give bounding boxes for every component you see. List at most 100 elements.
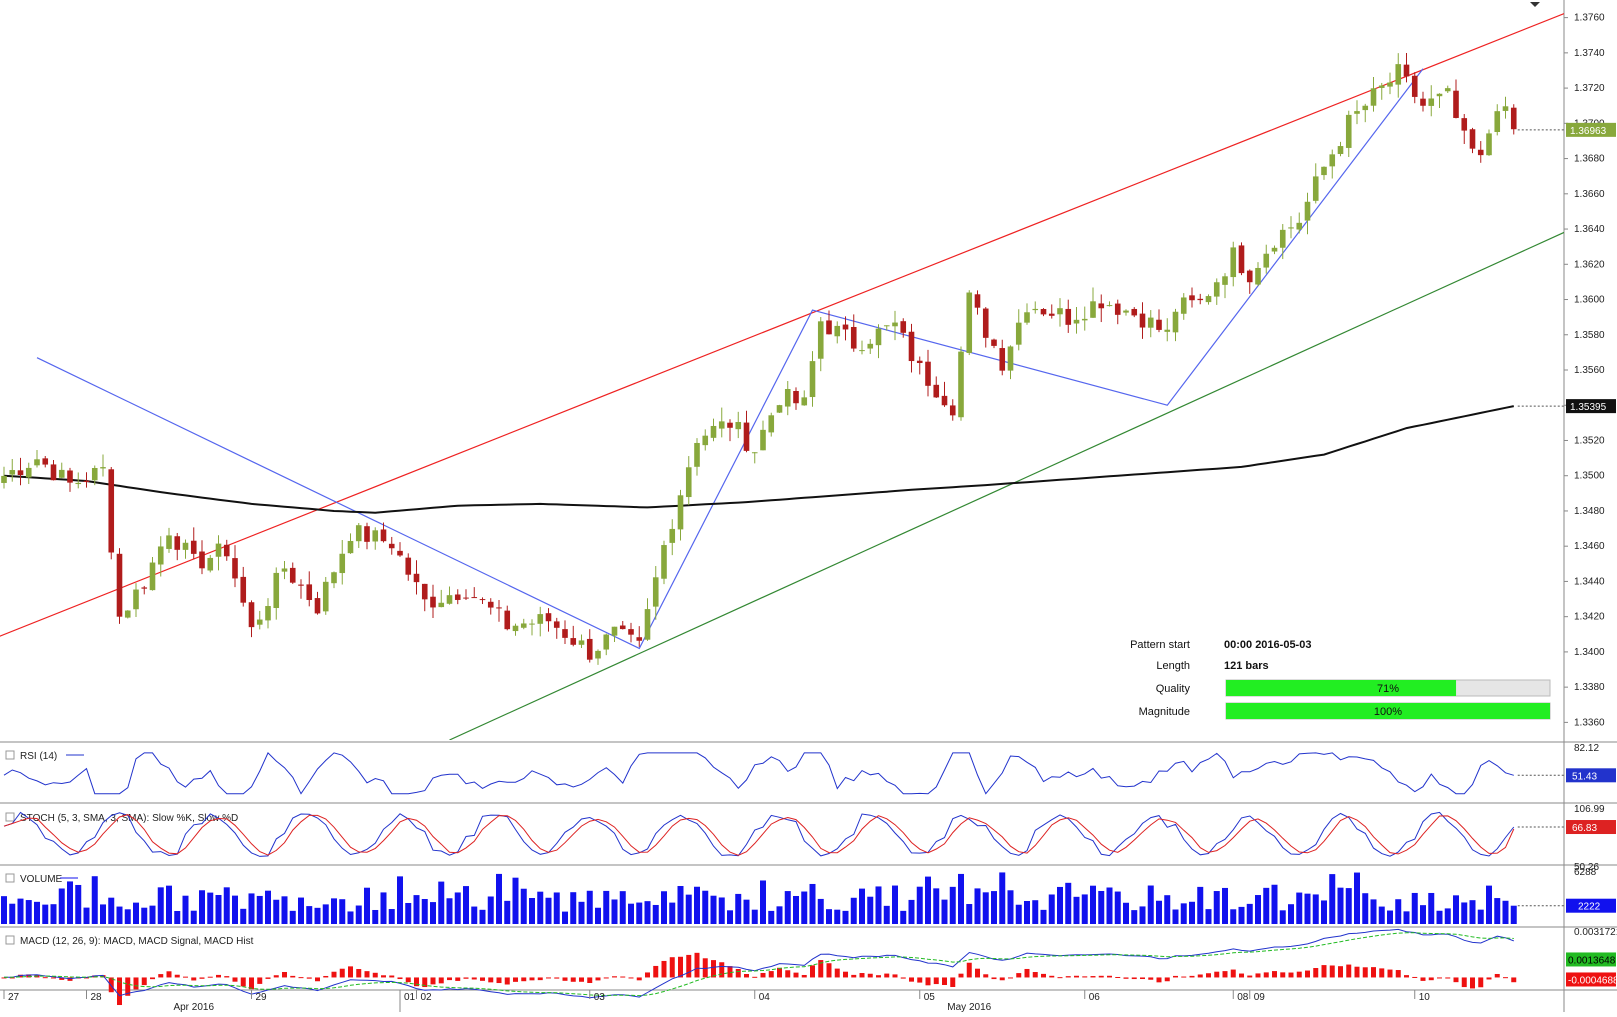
time-tick-label: 06 — [1089, 992, 1101, 1003]
macd-hist-bar — [43, 977, 48, 978]
macd-hist-bar — [1058, 977, 1063, 978]
volume-bar — [447, 898, 453, 924]
volume-bar — [975, 888, 981, 924]
candle-body — [463, 598, 469, 599]
candle-body — [636, 637, 642, 641]
magnitude-value: 100% — [1374, 706, 1402, 718]
time-tick-label: 27 — [8, 992, 20, 1003]
volume-bar — [59, 888, 65, 924]
volume-bar — [777, 906, 783, 924]
candle-body — [1470, 129, 1476, 148]
volume-bar — [1321, 900, 1327, 924]
volume-bar — [587, 891, 593, 924]
price-tick-label: 1.3420 — [1574, 612, 1605, 623]
volume-bar — [834, 910, 840, 924]
volume-bar — [867, 897, 873, 924]
candle-body — [933, 385, 939, 398]
volume-bar — [1329, 874, 1335, 924]
volume-bar — [785, 891, 791, 924]
price-tick-label: 1.3520 — [1574, 435, 1605, 446]
candle-body — [909, 332, 915, 361]
candle-body — [1024, 312, 1030, 322]
volume-bar — [298, 898, 304, 924]
candle — [323, 577, 329, 615]
rsi-title: RSI (14) — [20, 751, 57, 762]
macd-hist-bar — [926, 977, 931, 985]
candle-body — [488, 602, 494, 608]
candle-body — [777, 405, 783, 413]
candle-body — [1098, 303, 1104, 308]
macd-hist-bar — [653, 966, 658, 978]
macd-hist-bar — [620, 977, 625, 978]
macd-hist-bar — [373, 973, 378, 978]
volume-bar — [422, 899, 428, 924]
volume-bar — [51, 904, 57, 924]
volume-bar — [537, 892, 543, 924]
candle-body — [1206, 296, 1212, 302]
candle-body — [1305, 202, 1311, 221]
macd-hist-bar — [695, 953, 700, 978]
macd-hist-bar — [950, 977, 955, 987]
price-tick-label: 1.3640 — [1574, 224, 1605, 235]
macd-hist-bar — [464, 977, 469, 978]
volume-bar — [958, 874, 964, 924]
macd-hist-bar — [1462, 977, 1467, 987]
macd-hist-bar — [992, 977, 997, 979]
macd-hist-bar — [827, 963, 832, 977]
volume-bar — [719, 897, 725, 924]
candle-body — [84, 481, 90, 482]
volume-bar — [397, 876, 403, 924]
macd-hist-bar — [728, 966, 733, 977]
macd-hist-bar — [587, 977, 592, 983]
volume-bar — [892, 886, 898, 924]
volume-bar — [1148, 886, 1154, 924]
candle-body — [298, 585, 304, 586]
macd-hist-bar — [546, 977, 551, 978]
macd-hist-bar — [315, 977, 320, 981]
macd-hist-bar — [488, 977, 493, 982]
macd-hist-bar — [1346, 965, 1351, 978]
macd-hist-bar — [975, 969, 980, 978]
macd-hist-bar — [777, 968, 782, 978]
macd-hist-bar — [1148, 977, 1153, 979]
candle-body — [92, 468, 98, 480]
macd-hist-bar — [1033, 972, 1038, 977]
volume-bar — [389, 909, 395, 924]
stoch-last-label: 66.83 — [1572, 823, 1597, 834]
volume-bar — [1123, 903, 1129, 924]
macd-hist-bar — [1445, 977, 1450, 978]
macd-hist-bar — [794, 973, 799, 978]
candle-body — [1511, 108, 1517, 130]
macd-hist-bar — [1396, 970, 1401, 977]
volume-bar — [1098, 891, 1104, 924]
candle-body — [587, 639, 593, 660]
volume-bar — [983, 892, 989, 924]
price-tick-label: 1.3680 — [1574, 154, 1605, 165]
macd-hist-bar — [191, 977, 196, 980]
macd-hist-bar — [1247, 976, 1252, 978]
macd-hist-bar — [241, 977, 246, 986]
macd-hist-bar — [1388, 970, 1393, 978]
macd-hist-bar — [909, 977, 914, 981]
macd-hist-bar — [505, 977, 510, 984]
candle-body — [1164, 330, 1170, 332]
volume-bar — [645, 901, 651, 924]
volume-bar — [480, 910, 486, 924]
macd-hist-bar — [480, 977, 485, 980]
macd-title: MACD (12, 26, 9): MACD, MACD Signal, MAC… — [20, 936, 254, 947]
candle-body — [199, 552, 205, 569]
candle-body — [422, 584, 428, 599]
macd-hist-bar — [942, 977, 947, 985]
volume-bar — [628, 904, 634, 924]
macd-top-tick: 0.0031721 — [1574, 927, 1617, 938]
time-tick-label: 04 — [759, 992, 771, 1003]
macd-hist-bar — [645, 972, 650, 977]
candle-body — [1428, 98, 1434, 105]
candle-body — [694, 443, 700, 467]
candle-body — [438, 603, 444, 607]
volume-bar — [933, 888, 939, 924]
macd-hist-bar — [290, 976, 295, 978]
volume-bar — [818, 899, 824, 924]
macd-hist-bar — [1049, 976, 1054, 978]
month-label: Apr 2016 — [173, 1002, 214, 1012]
